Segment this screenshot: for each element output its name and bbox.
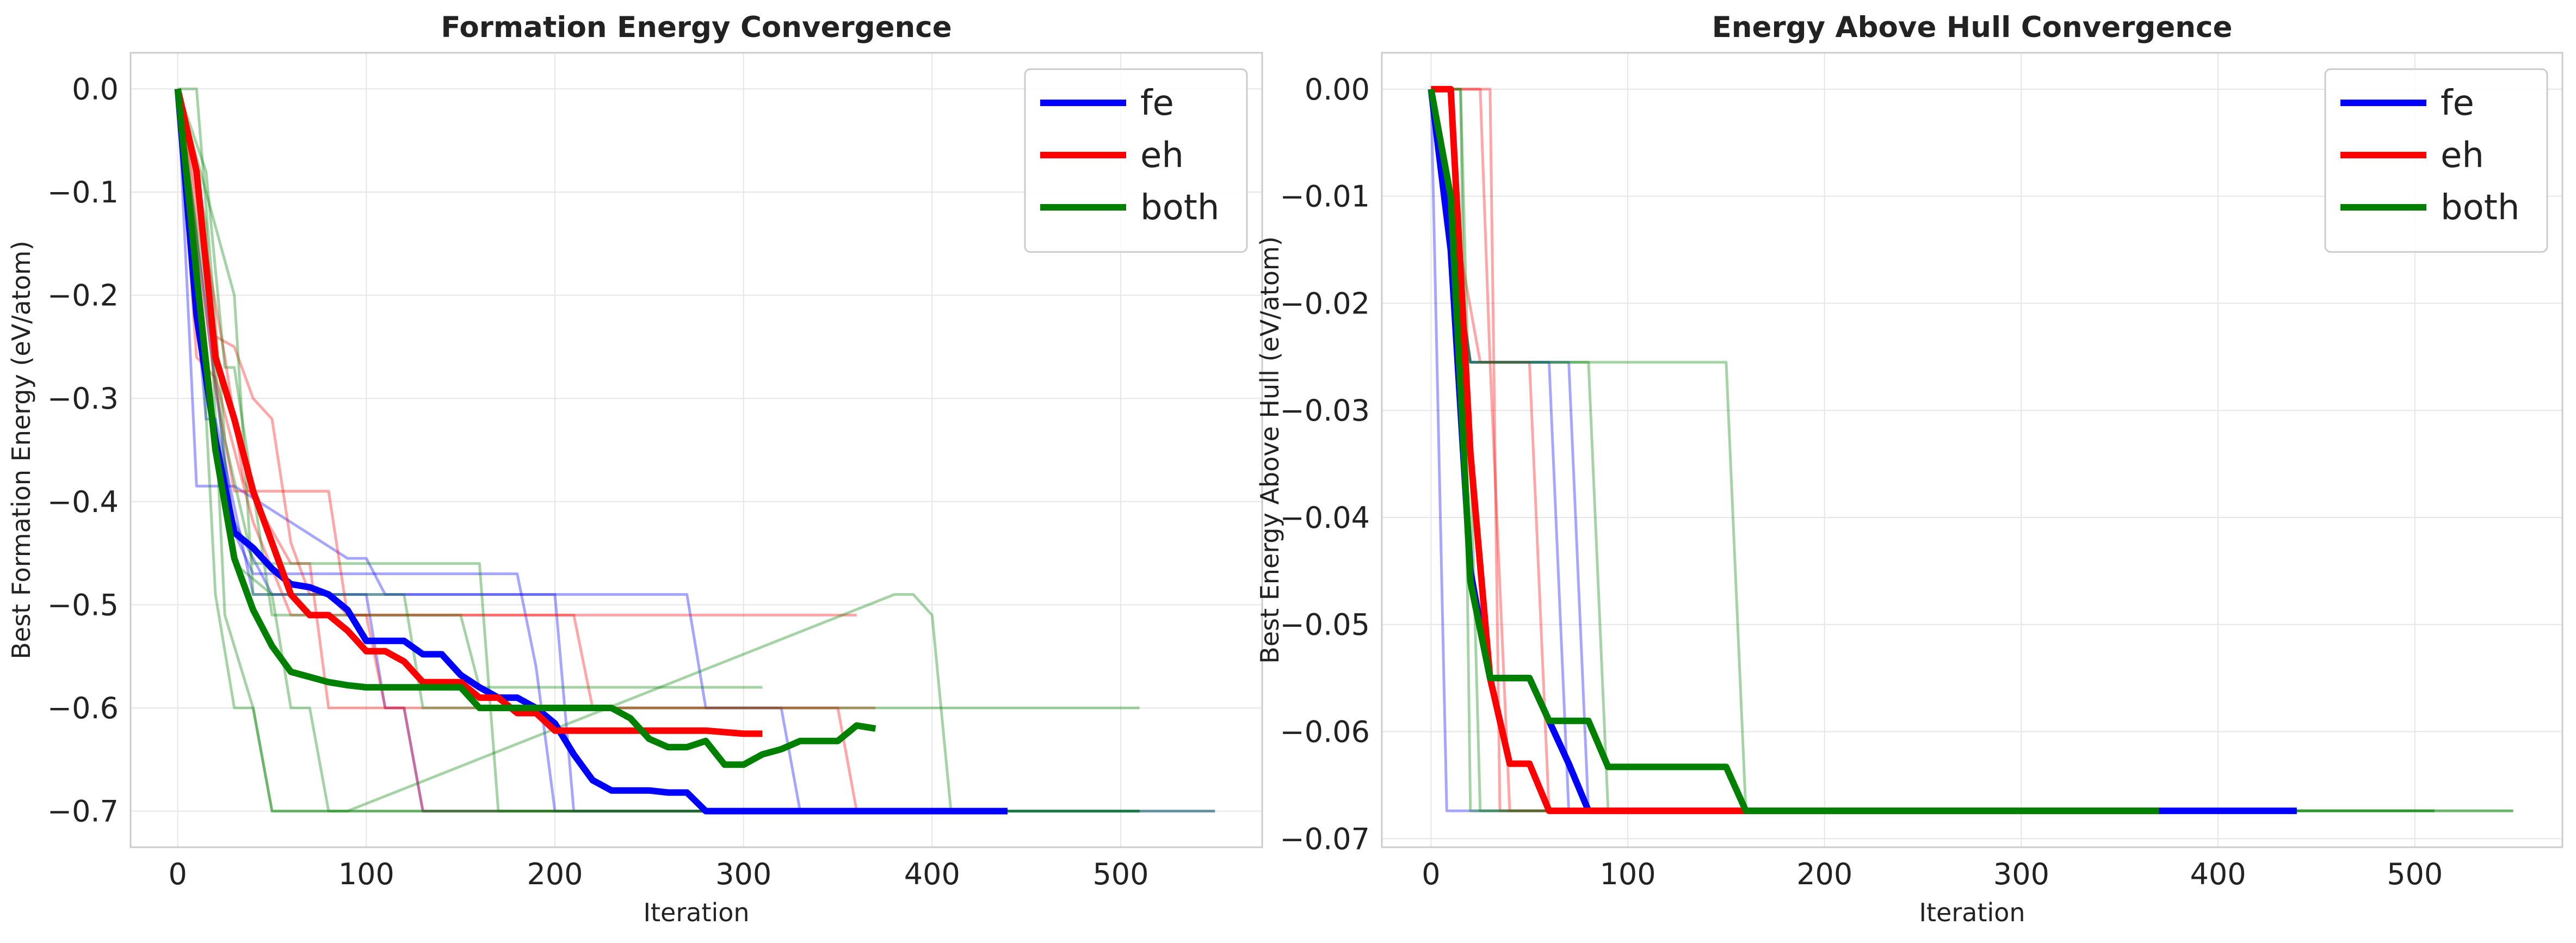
series-line-both: [1428, 88, 2159, 815]
legend-label-eh: eh: [2441, 135, 2484, 176]
y-tick-label: −0.04: [1280, 501, 1370, 535]
x-tick-label: 100: [1600, 857, 1656, 891]
run-line-fe: [176, 89, 1215, 813]
y-axis-label: Best Energy Above Hull (eV/atom): [1255, 236, 1284, 663]
legend-label-both: both: [1140, 188, 1219, 228]
series-group: [174, 87, 1215, 815]
y-tick-label: −0.6: [47, 691, 119, 725]
series-group: [1428, 85, 2513, 815]
legend: fe eh both: [2324, 68, 2548, 253]
y-tick-label: −0.06: [1280, 714, 1370, 749]
legend: fe eh both: [1024, 68, 1248, 253]
legend-label-fe: fe: [2441, 83, 2474, 124]
y-tick-label: −0.01: [1280, 180, 1370, 214]
x-tick-label: 400: [2190, 857, 2246, 891]
energy-above-hull-panel: 0 100 200 300 400 500 0.00 −0.01 −0.02 −0.03 −0.04…: [1255, 11, 2563, 927]
y-tick-label: −0.03: [1280, 393, 1370, 428]
x-tick-label: 200: [1796, 857, 1852, 891]
x-tick-label: 300: [1993, 857, 2049, 891]
x-tick-label: 200: [527, 857, 583, 891]
y-tick-label: −0.2: [47, 279, 119, 313]
run-line-both: [176, 88, 763, 689]
run-line-fe: [176, 89, 1008, 813]
x-tick-label: 500: [1092, 857, 1148, 891]
chart-title: Formation Energy Convergence: [441, 11, 952, 44]
x-tick-label: 0: [168, 857, 187, 891]
y-tick-label: 0.0: [72, 72, 119, 106]
axes-frame: [129, 52, 1263, 848]
y-tick-label: −0.07: [1280, 822, 1370, 856]
series-line-fe: [174, 88, 1008, 815]
legend-label-fe: fe: [1140, 83, 1174, 124]
series-line-both: [174, 88, 876, 768]
x-tick-label: 400: [904, 857, 960, 891]
run-line-eh: [176, 89, 857, 617]
x-tick-label: 100: [338, 857, 394, 891]
formation-energy-panel: 0 100 200 300 400 500 0.0 −0.1 −0.2 −0.3 −0.4 −0.5 −…: [7, 11, 1263, 927]
y-tick-label: −0.4: [47, 485, 119, 519]
x-axis-label: Iteration: [643, 898, 749, 927]
y-tick-label: 0.00: [1305, 72, 1370, 107]
y-axis-label: Best Formation Energy (eV/atom): [7, 241, 36, 659]
chart-title: Energy Above Hull Convergence: [1712, 11, 2233, 44]
y-tick-label: −0.3: [47, 381, 119, 416]
y-tick-label: −0.1: [47, 175, 119, 209]
x-tick-label: 300: [715, 857, 771, 891]
legend-label-eh: eh: [1140, 135, 1184, 176]
series-line-eh: [1431, 85, 2159, 815]
y-tick-label: −0.5: [47, 588, 119, 622]
series-line-eh: [174, 88, 763, 737]
legend-label-both: both: [2441, 188, 2519, 228]
axes-frame: [1381, 52, 2563, 848]
y-tick-label: −0.05: [1280, 608, 1370, 642]
y-tick-label: −0.7: [47, 794, 119, 829]
run-line-both: [177, 87, 1140, 813]
x-tick-label: 0: [1422, 857, 1440, 891]
x-tick-label: 500: [2387, 857, 2443, 891]
y-tick-label: −0.02: [1280, 286, 1370, 321]
x-axis-label: Iteration: [1919, 898, 2025, 927]
